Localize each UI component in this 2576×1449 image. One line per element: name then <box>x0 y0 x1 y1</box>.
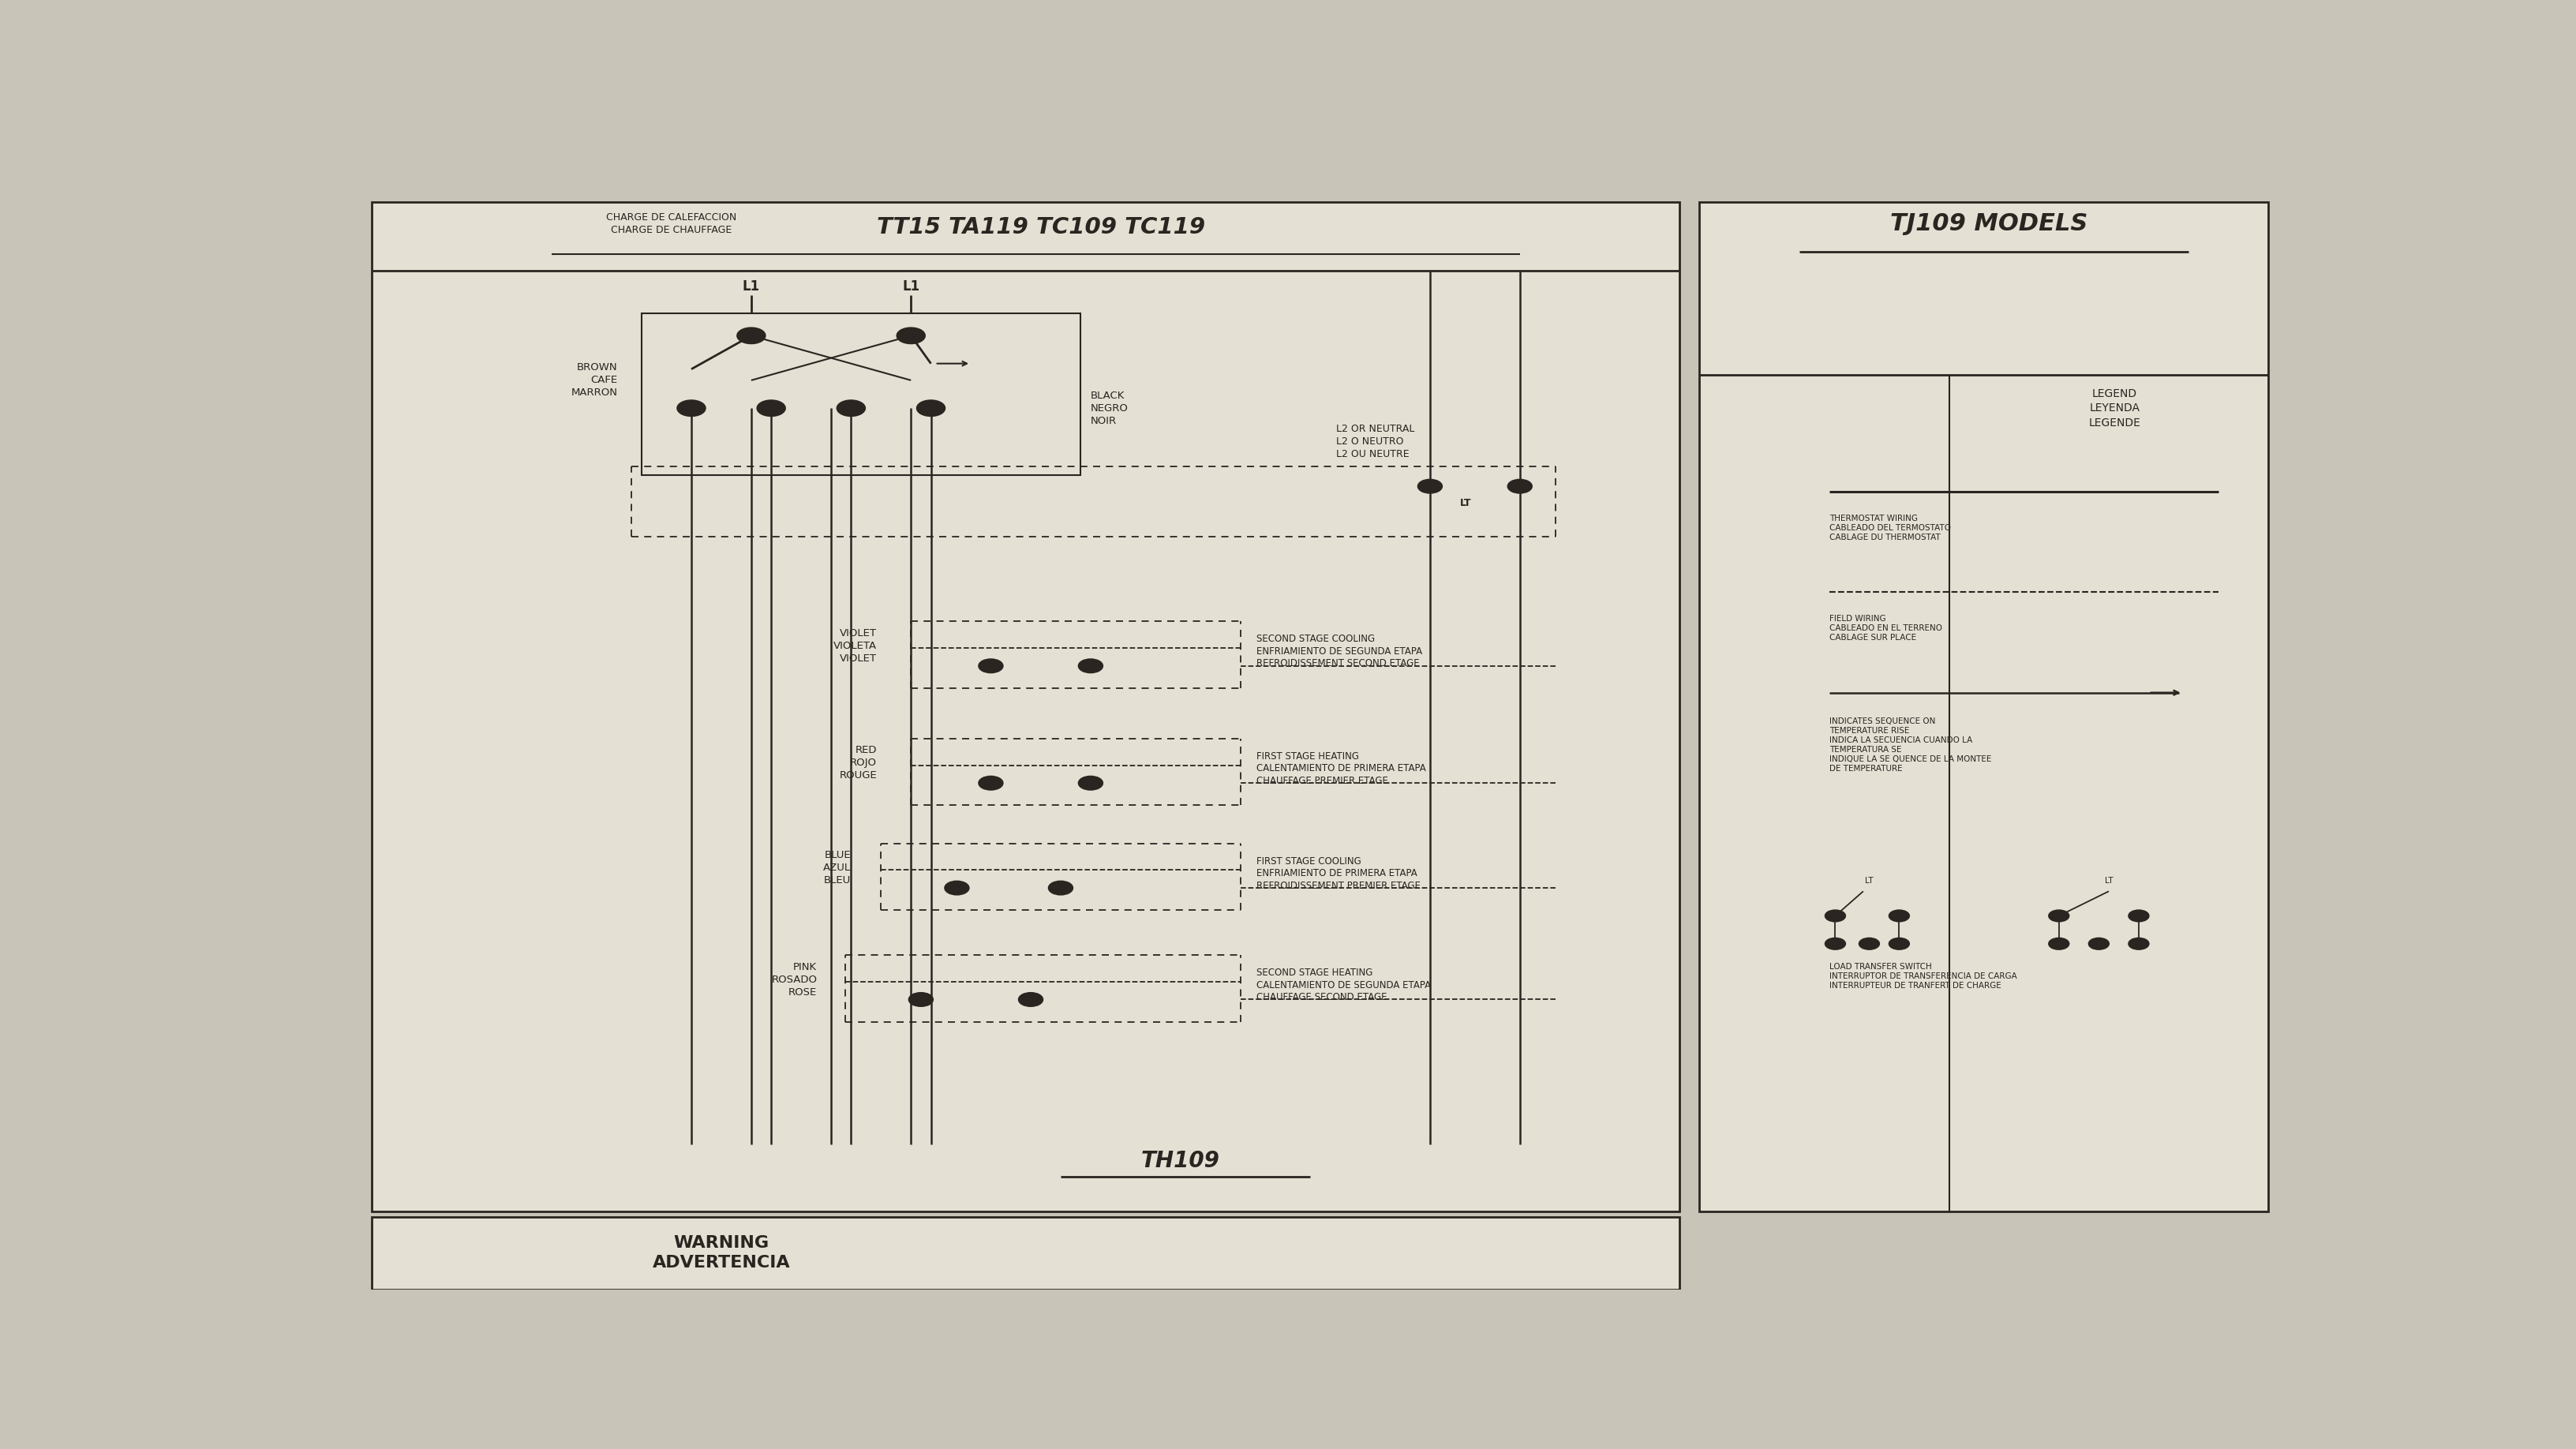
Text: THERMOSTAT WIRING
CABLEADO DEL TERMOSTATO
CABLAGE DU THERMOSTAT: THERMOSTAT WIRING CABLEADO DEL TERMOSTAT… <box>1829 514 1950 540</box>
Text: L1: L1 <box>902 280 920 293</box>
Circle shape <box>1018 993 1043 1006</box>
Circle shape <box>2048 910 2069 922</box>
Text: CHARGE DE CALEFACCION
CHARGE DE CHAUFFAGE: CHARGE DE CALEFACCION CHARGE DE CHAUFFAG… <box>605 213 737 236</box>
Text: VIOLET
VIOLETA
VIOLET: VIOLET VIOLETA VIOLET <box>835 627 876 664</box>
Text: TJ109 MODELS: TJ109 MODELS <box>1891 213 2087 236</box>
Circle shape <box>2089 938 2110 949</box>
Text: LOAD TRANSFER SWITCH
INTERRUPTOR DE TRANSFERENCIA DE CARGA
INTERRUPTEUR DE TRANF: LOAD TRANSFER SWITCH INTERRUPTOR DE TRAN… <box>1829 962 2017 990</box>
Text: LT: LT <box>1865 877 1873 884</box>
Text: BROWN
CAFE
MARRON: BROWN CAFE MARRON <box>572 362 618 398</box>
Text: BLACK
NEGRO
NOIR: BLACK NEGRO NOIR <box>1090 390 1128 426</box>
Text: L1: L1 <box>742 280 760 293</box>
Text: LT: LT <box>2105 877 2112 884</box>
Circle shape <box>2128 938 2148 949</box>
Text: LT: LT <box>1461 498 1471 509</box>
Circle shape <box>909 993 933 1006</box>
Text: WARNING
ADVERTENCIA: WARNING ADVERTENCIA <box>652 1235 791 1271</box>
Circle shape <box>1079 659 1103 672</box>
Circle shape <box>737 327 765 343</box>
Circle shape <box>979 659 1002 672</box>
Circle shape <box>1860 938 1880 949</box>
Circle shape <box>1417 480 1443 493</box>
Text: PINK
ROSADO
ROSE: PINK ROSADO ROSE <box>770 962 817 997</box>
Text: SECOND STAGE HEATING
CALENTAMIENTO DE SEGUNDA ETAPA
CHAUFFAGE SECOND ETAGE: SECOND STAGE HEATING CALENTAMIENTO DE SE… <box>1257 968 1430 1003</box>
Text: SECOND STAGE COOLING
ENFRIAMIENTO DE SEGUNDA ETAPA
REFROIDISSEMENT SECOND ETAGE: SECOND STAGE COOLING ENFRIAMIENTO DE SEG… <box>1257 635 1422 669</box>
Circle shape <box>677 400 706 416</box>
Text: FIRST STAGE COOLING
ENFRIAMIENTO DE PRIMERA ETAPA
REFROIDISSEMENT PREMIER ETAGE: FIRST STAGE COOLING ENFRIAMIENTO DE PRIM… <box>1257 856 1419 891</box>
Circle shape <box>896 327 925 343</box>
Circle shape <box>1888 938 1909 949</box>
Text: INDICATES SEQUENCE ON
TEMPERATURE RISE
INDICA LA SECUENCIA CUANDO LA
TEMPERATURA: INDICATES SEQUENCE ON TEMPERATURE RISE I… <box>1829 717 1991 772</box>
Text: FIELD WIRING
CABLEADO EN EL TERRENO
CABLAGE SUR PLACE: FIELD WIRING CABLEADO EN EL TERRENO CABL… <box>1829 614 1942 642</box>
Circle shape <box>1079 777 1103 790</box>
Text: TT15 TA119 TC109 TC119: TT15 TA119 TC109 TC119 <box>876 216 1206 239</box>
Text: BLUE
AZUL
BLEU: BLUE AZUL BLEU <box>824 851 850 885</box>
Text: LEGEND
LEYENDA
LEGENDE: LEGEND LEYENDA LEGENDE <box>2089 388 2141 429</box>
Bar <box>371 1217 1680 1290</box>
Circle shape <box>1826 938 1844 949</box>
Bar <box>1700 201 2269 1211</box>
Bar <box>371 201 1680 1211</box>
Bar <box>641 313 1082 475</box>
Circle shape <box>979 777 1002 790</box>
Circle shape <box>1888 910 1909 922</box>
Text: FIRST STAGE HEATING
CALENTAMIENTO DE PRIMERA ETAPA
CHAUFFAGE PREMIER ETAGE: FIRST STAGE HEATING CALENTAMIENTO DE PRI… <box>1257 751 1425 785</box>
Circle shape <box>757 400 786 416</box>
Text: L2 OR NEUTRAL
L2 O NEUTRO
L2 OU NEUTRE: L2 OR NEUTRAL L2 O NEUTRO L2 OU NEUTRE <box>1337 425 1414 459</box>
Circle shape <box>1048 881 1072 894</box>
Circle shape <box>945 881 969 894</box>
Circle shape <box>1507 480 1533 493</box>
Circle shape <box>2128 910 2148 922</box>
Circle shape <box>837 400 866 416</box>
Circle shape <box>917 400 945 416</box>
Circle shape <box>2048 938 2069 949</box>
Text: RED
ROJO
ROUGE: RED ROJO ROUGE <box>840 745 876 781</box>
Text: TH109: TH109 <box>1141 1151 1221 1172</box>
Circle shape <box>1826 910 1844 922</box>
